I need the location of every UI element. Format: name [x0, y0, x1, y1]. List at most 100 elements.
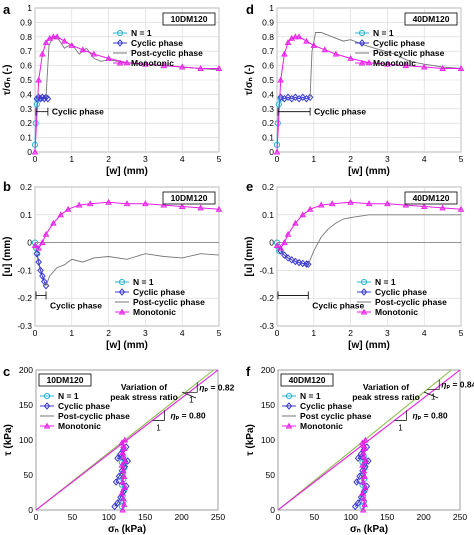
data-point — [284, 230, 292, 237]
x-tick-label: 150 — [380, 512, 394, 522]
data-point — [178, 203, 186, 209]
stress-ratio-label: ηₚ = 0.80 — [412, 410, 447, 420]
data-point — [384, 200, 391, 207]
condition-label: 10DM120 — [47, 375, 84, 385]
annotation-pointer — [181, 391, 197, 399]
annotation-text: Cyclic phase — [312, 300, 364, 310]
y-tick-label: 0.7 — [262, 46, 274, 56]
x-tick-label: 5 — [217, 154, 222, 164]
legend-marker — [285, 402, 293, 410]
data-point — [420, 63, 428, 70]
slope-triangle-label: 1 — [431, 392, 436, 401]
x-tick-label: 0 — [33, 328, 38, 338]
data-point — [284, 254, 292, 262]
x-tick-label: 4 — [422, 328, 427, 338]
legend-marker — [358, 59, 366, 66]
y-tick-label: 0 — [269, 238, 274, 248]
condition-label: 10DM120 — [171, 193, 208, 203]
x-tick-label: 2 — [348, 154, 353, 164]
x-tick-label: 4 — [180, 328, 185, 338]
y-tick-label: 0.3 — [20, 104, 32, 114]
data-point — [197, 204, 204, 211]
data-point — [142, 60, 149, 67]
slope-triangle-label: 1 — [189, 395, 194, 404]
data-point — [281, 50, 288, 57]
annotation-text: peak stress ratio — [110, 392, 178, 402]
legend-entry: Cyclic phase — [133, 287, 185, 297]
legend-entry: N = 1 — [373, 28, 394, 38]
x-tick-label: 4 — [180, 154, 185, 164]
y-axis-label: [u] (mm) — [2, 237, 13, 277]
annotation-text: Cyclic phase — [52, 107, 104, 117]
y-tick-label: 0.5 — [262, 75, 274, 85]
legend-marker — [360, 288, 368, 296]
data-point — [33, 249, 41, 258]
stress-ratio-label: ηₚ = 0.82 — [199, 382, 234, 392]
condition-box — [280, 373, 334, 387]
data-point — [44, 94, 52, 103]
panel-c: c 0 50 100 150 200 250 0 50 100 150 200 σₙ (kPa) τ (k… — [3, 364, 235, 535]
legend-entry: Cyclic phase — [300, 401, 352, 411]
x-tick-label: 100 — [102, 512, 116, 522]
stress-ratio-line — [35, 369, 219, 511]
y-tick-label: 0.7 — [20, 46, 32, 56]
annotation-text: Cyclic phase — [314, 107, 366, 117]
data-point — [295, 33, 303, 40]
annotation-pointer — [423, 391, 439, 399]
y-tick-label: 0.4 — [20, 89, 32, 99]
data-point — [142, 200, 149, 207]
x-tick-label: 200 — [417, 512, 431, 522]
legend-marker — [116, 59, 124, 66]
data-point — [112, 478, 120, 486]
data-point — [347, 198, 354, 205]
data-point — [362, 436, 369, 443]
x-axis-label: [w] (mm) — [106, 166, 148, 177]
data-point — [384, 60, 391, 67]
y-tick-label: -0.3 — [259, 321, 274, 331]
data-point — [118, 461, 126, 468]
x-tick-label: 150 — [138, 512, 152, 522]
y-tick-label: 0.8 — [262, 32, 274, 42]
data-point — [420, 203, 428, 209]
x-axis-label: [w] (mm) — [348, 340, 390, 351]
y-tick-label: 150 — [19, 400, 33, 410]
panel-letter: c — [3, 364, 10, 379]
data-point — [68, 42, 76, 48]
data-point — [160, 62, 168, 69]
y-tick-label: 150 — [261, 400, 275, 410]
y-tick-label: 50 — [266, 470, 276, 480]
data-point — [119, 449, 126, 456]
condition-box — [162, 12, 216, 26]
x-tick-label: 0 — [33, 154, 38, 164]
data-point — [215, 205, 223, 212]
panel-letter: a — [3, 2, 11, 17]
data-point — [118, 439, 126, 446]
data-point — [39, 50, 46, 57]
stress-ratio-line — [277, 369, 461, 511]
condition-box — [162, 191, 216, 205]
annotation-text: Cyclic phase — [50, 300, 102, 310]
data-point — [359, 506, 367, 513]
data-point — [328, 200, 336, 207]
legend-entry: N = 1 — [375, 277, 396, 287]
condition-box — [404, 12, 458, 26]
data-point — [61, 37, 68, 44]
legend-marker — [285, 422, 293, 429]
condition-label: 10DM120 — [171, 14, 208, 24]
y-tick-label: 200 — [19, 365, 33, 375]
x-tick-label: 200 — [175, 512, 189, 522]
data-point — [35, 76, 42, 83]
x-tick-label: 0 — [275, 328, 280, 338]
legend-marker — [43, 402, 51, 410]
data-point — [31, 241, 39, 248]
data-point — [120, 500, 128, 507]
data-point — [117, 493, 124, 502]
data-point — [360, 453, 368, 460]
y-tick-label: 0.4 — [262, 89, 274, 99]
data-point — [31, 148, 39, 155]
legend-entry: Post cyclic phase — [300, 411, 372, 421]
stress-ratio-label: ηₚ = 0.80 — [170, 410, 205, 420]
data-point — [120, 444, 128, 451]
y-tick-label: 0.2 — [262, 118, 274, 128]
